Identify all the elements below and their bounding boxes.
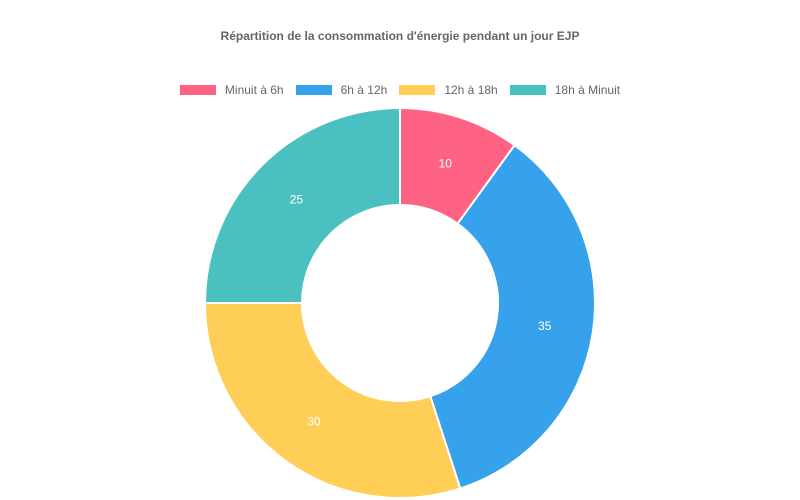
legend-label: 12h à 18h: [444, 83, 498, 97]
slice-value-label: 10: [439, 157, 453, 171]
slice-12h-18h[interactable]: [203, 302, 462, 499]
legend-item-6h-12h[interactable]: 6h à 12h: [295, 83, 388, 97]
legend-item-18h-minuit[interactable]: 18h à Minuit: [509, 83, 621, 97]
chart-title: Répartition de la consommation d'énergie…: [220, 29, 580, 43]
legend-swatch: [179, 85, 216, 95]
slice-18h-minuit[interactable]: [203, 106, 401, 304]
legend-label: 6h à 12h: [340, 83, 388, 97]
slice-6h-12h[interactable]: [429, 143, 596, 490]
chart-legend: Minuit à 6h 6h à 12h 12h à 18h 18h à Min…: [0, 83, 800, 97]
legend-swatch: [509, 85, 546, 95]
legend-item-minuit-6h[interactable]: Minuit à 6h: [179, 83, 284, 97]
legend-label: Minuit à 6h: [224, 83, 284, 97]
slice-value-label: 35: [538, 319, 552, 333]
legend-swatch: [295, 85, 332, 95]
slice-value-label: 30: [307, 415, 321, 429]
legend-label: 18h à Minuit: [554, 83, 621, 97]
slice-value-label: 25: [290, 192, 304, 206]
legend-swatch: [399, 85, 436, 95]
legend-item-12h-18h[interactable]: 12h à 18h: [399, 83, 498, 97]
